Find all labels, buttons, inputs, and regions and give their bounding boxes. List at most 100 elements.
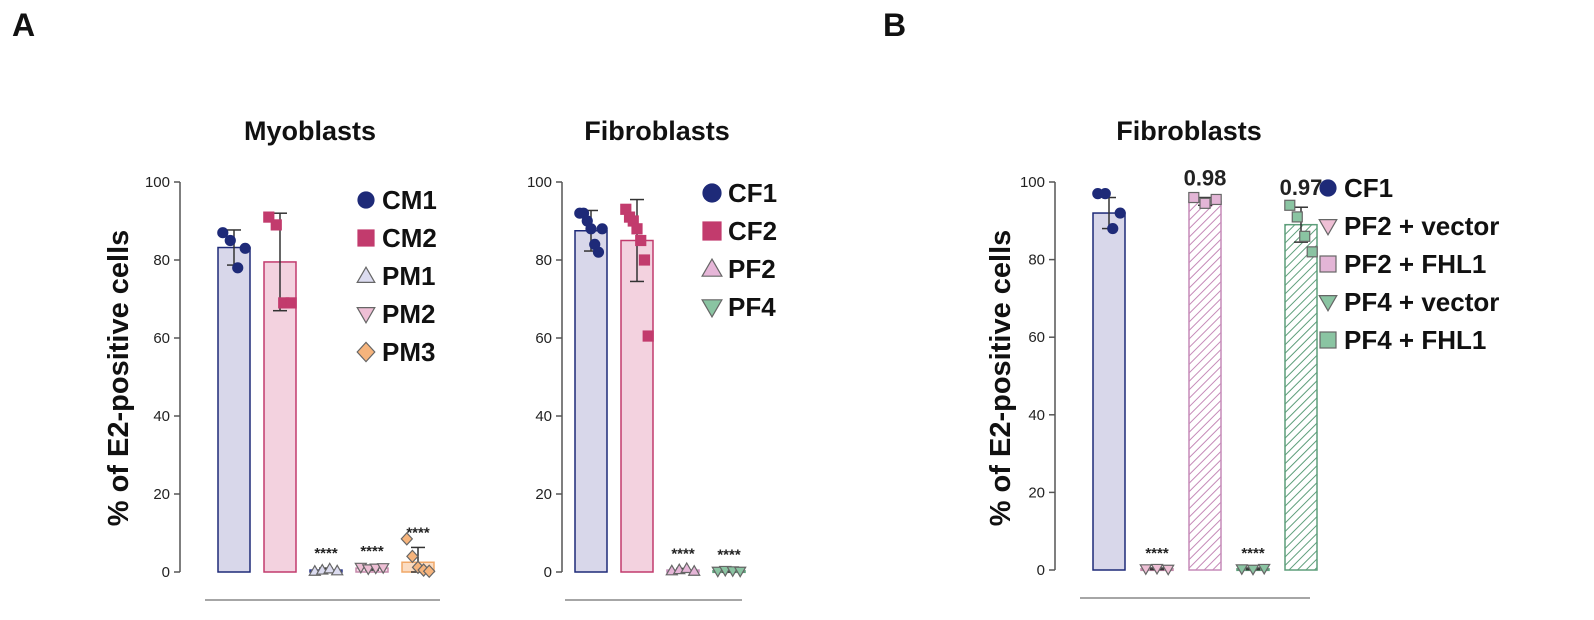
- fibroblasts-b-point-pf4-fhl1-1: [1291, 211, 1303, 223]
- fibroblasts-b-point-pf4-vector-0: [1235, 564, 1249, 576]
- fibroblasts-b-bar-cf1: [1092, 212, 1126, 571]
- myoblasts-point-cm1-3: [239, 242, 251, 254]
- fibroblasts-b-point-pf4-vector-2: [1257, 563, 1271, 576]
- fibroblasts-b-annotation-pf2-vector: ****: [1145, 545, 1169, 562]
- fibroblasts-a-point-cf1-5: [592, 246, 605, 258]
- fibroblasts-b-legend-marker-pf4-vector: [1318, 295, 1338, 312]
- myoblasts-legend-label-cm1: CM1: [382, 185, 437, 215]
- myoblasts-point-pm2-1: [361, 564, 375, 576]
- myoblasts-legend-marker-cm1: [357, 191, 375, 209]
- myoblasts-annotation-pm3: ****: [406, 524, 430, 541]
- myoblasts-bar-cm1: [217, 246, 251, 573]
- fibroblasts-a-y-tick-label-20: 20: [535, 486, 552, 503]
- myoblasts-y-tick-label-100: 100: [145, 174, 170, 191]
- myoblasts-point-pm1-2: [323, 562, 337, 574]
- fibroblasts-a-y-tick-label-0: 0: [544, 564, 552, 581]
- fibroblasts-b-y-tick-label-100: 100: [1020, 174, 1045, 191]
- myoblasts-legend-marker-pm3: [356, 341, 376, 363]
- fibroblasts-b-y-tick-label-40: 40: [1028, 407, 1045, 424]
- myoblasts-point-cm2-3: [285, 297, 297, 309]
- fibroblasts-b-legend-marker-pf2-fhl1: [1319, 255, 1337, 273]
- myoblasts-y-tick-label-40: 40: [153, 408, 170, 425]
- myoblasts-legend-label-pm1: PM1: [382, 261, 435, 291]
- fibroblasts-b-point-cf1-2: [1107, 222, 1119, 235]
- fibroblasts-b-annotation-pf2-fhl1: 0.98: [1184, 166, 1227, 191]
- fibroblasts-b-y-tick-label-20: 20: [1028, 484, 1045, 501]
- fibroblasts-a-point-pf4-3: [733, 566, 747, 578]
- fibroblasts-a-point-pf2-2: [680, 561, 694, 574]
- myoblasts-y-tick-label-80: 80: [153, 252, 170, 269]
- myoblasts-chart: Myoblasts % of E2-positive cells 0 20 40 60 80…: [103, 116, 440, 601]
- fibroblasts-b-y-tick-label-0: 0: [1037, 562, 1045, 579]
- myoblasts-point-cm1-1: [224, 234, 236, 247]
- fibroblasts-b-bar-pf2-fhl1: [1188, 200, 1222, 571]
- fibroblasts-b-y-axis-label: % of E2-positive cells: [985, 230, 1017, 527]
- fibroblasts-b-point-pf2-vector-0: [1139, 564, 1153, 576]
- fibroblasts-b-y-tick-label-60: 60: [1028, 329, 1045, 346]
- fibroblasts-b-point-pf2-vector-1: [1150, 563, 1164, 576]
- myoblasts-y-tick-label-20: 20: [153, 486, 170, 503]
- fibroblasts-b-annotation-pf4-fhl1: 0.97: [1280, 175, 1323, 200]
- fibroblasts-b-point-pf4-fhl1-2: [1299, 230, 1311, 242]
- fibroblasts-a-point-cf2-3: [631, 223, 643, 235]
- fibroblasts-b-legend-marker-pf4-fhl1: [1319, 331, 1337, 349]
- fibroblasts-b-bar-pf4-fhl1: [1284, 223, 1318, 571]
- fibroblasts-b-legend-marker-cf1: [1319, 179, 1337, 197]
- fibroblasts-a-point-cf2-5: [638, 254, 651, 266]
- fibroblasts-a-y-tick-label-60: 60: [535, 330, 552, 347]
- fibroblasts-a-point-pf2-3: [687, 564, 701, 576]
- fibroblasts-b-point-cf1-1: [1099, 188, 1111, 200]
- fibroblasts-b-legend-label-pf4-fhl1: PF4 + FHL1: [1344, 325, 1486, 355]
- fibroblasts-b-annotation-pf4-vector: ****: [1241, 545, 1265, 562]
- fibroblasts-chart-a: Fibroblasts 0 20 40 60 80 100 **** **** CF1 CF2 PF2…: [527, 116, 777, 601]
- fibroblasts-b-legend-label-pf4-vector: PF4 + vector: [1344, 287, 1499, 317]
- panel-label-b: B: [883, 7, 906, 43]
- fibroblasts-a-annotation-pf4: ****: [717, 547, 741, 564]
- fibroblasts-a-legend-label-pf4: PF4: [728, 292, 776, 322]
- fibroblasts-a-legend-label-cf2: CF2: [728, 216, 777, 246]
- myoblasts-y-tick-label-60: 60: [153, 330, 170, 347]
- fibroblasts-a-legend-marker-cf1: [702, 183, 722, 203]
- fibroblasts-b-point-pf2-fhl1-2: [1210, 193, 1222, 206]
- myoblasts-title: Myoblasts: [244, 116, 376, 146]
- fibroblasts-a-title: Fibroblasts: [584, 116, 730, 146]
- fibroblasts-b-point-cf1-3: [1114, 207, 1126, 219]
- myoblasts-point-pm3-1: [406, 549, 419, 564]
- myoblasts-legend-marker-cm2: [357, 229, 375, 247]
- fibroblasts-a-point-pf4-0: [711, 566, 725, 578]
- fibroblasts-a-point-cf1-6: [596, 223, 608, 235]
- fibroblasts-a-point-cf1-3: [585, 223, 597, 235]
- myoblasts-legend-label-cm2: CM2: [382, 223, 437, 253]
- myoblasts-annotation-pm1: ****: [314, 545, 338, 562]
- fibroblasts-b-legend-label-pf2-fhl1: PF2 + FHL1: [1344, 249, 1486, 279]
- fibroblasts-b-point-pf2-vector-2: [1161, 564, 1175, 576]
- fibroblasts-a-legend-label-cf1: CF1: [728, 178, 777, 208]
- myoblasts-point-pm2-3: [376, 563, 390, 575]
- fibroblasts-b-point-pf2-fhl1-0: [1188, 191, 1200, 204]
- fibroblasts-a-y-tick-label-40: 40: [535, 408, 552, 425]
- fibroblasts-a-point-cf2-6: [642, 330, 654, 342]
- fibroblasts-a-bar-cf2: [620, 239, 654, 573]
- fibroblasts-b-legend-marker-pf2-vector: [1318, 219, 1338, 236]
- myoblasts-legend-label-pm3: PM3: [382, 337, 435, 367]
- myoblasts-legend-marker-pm1: [356, 266, 376, 283]
- fibroblasts-b-legend-label-cf1: CF1: [1344, 173, 1393, 203]
- myoblasts-bar-cm2: [263, 261, 297, 573]
- fibroblasts-a-y-tick-label-80: 80: [535, 252, 552, 269]
- myoblasts-legend-label-pm2: PM2: [382, 299, 435, 329]
- fibroblasts-b-point-pf4-fhl1-3: [1306, 246, 1318, 258]
- fibroblasts-a-y-tick-label-100: 100: [527, 174, 552, 191]
- fibroblasts-a-legend-marker-pf4: [701, 299, 723, 319]
- myoblasts-point-pm2-2: [369, 563, 383, 575]
- fibroblasts-b-y-tick-label-80: 80: [1028, 252, 1045, 269]
- myoblasts-point-cm1-2: [232, 262, 244, 274]
- myoblasts-point-pm1-3: [330, 564, 344, 576]
- fibroblasts-a-point-cf2-4: [635, 234, 647, 247]
- fibroblasts-b-title: Fibroblasts: [1116, 116, 1262, 146]
- myoblasts-point-cm2-0: [263, 211, 275, 223]
- fibroblasts-a-annotation-pf2: ****: [671, 545, 695, 562]
- myoblasts-annotation-pm2: ****: [360, 543, 384, 560]
- fibroblasts-chart-b: Fibroblasts % of E2-positive cells 0 20 40 60…: [985, 116, 1499, 599]
- myoblasts-y-tick-label-0: 0: [162, 564, 170, 581]
